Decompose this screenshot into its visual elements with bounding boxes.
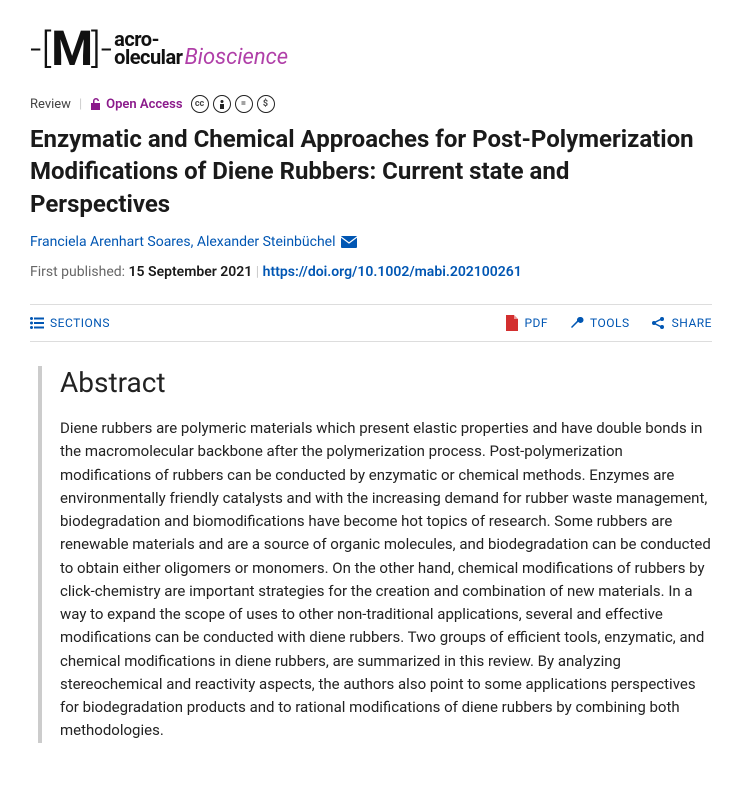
logo-bracket-right: ]- <box>91 25 112 72</box>
abstract-heading: Abstract <box>60 366 712 399</box>
authors-list: Franciela Arenhart Soares, Alexander Ste… <box>30 234 712 250</box>
nc-icon: $ <box>257 95 275 113</box>
meta-divider: | <box>256 264 263 280</box>
wrench-icon <box>568 315 584 331</box>
pdf-label: PDF <box>524 316 548 330</box>
cc-icon: cc <box>191 95 209 113</box>
share-button[interactable]: SHARE <box>650 315 712 331</box>
author-link[interactable]: Alexander Steinbüchel <box>197 234 336 250</box>
logo-letter-m: M <box>51 20 91 77</box>
pdf-button[interactable]: PDF <box>504 315 548 331</box>
tools-button[interactable]: TOOLS <box>568 315 630 331</box>
tools-label: TOOLS <box>590 316 630 330</box>
journal-logo: -[ M ]- acro- olecular Bioscience <box>30 20 712 77</box>
license-icons[interactable]: cc = $ <box>191 95 275 113</box>
open-access-label: Open Access <box>106 97 182 112</box>
article-toolbar: SECTIONS PDF TOOLS SHARE <box>30 304 712 342</box>
article-type: Review <box>30 97 71 112</box>
first-published-label: First published: <box>30 264 125 280</box>
publication-info: First published: 15 September 2021 | htt… <box>30 264 712 280</box>
lock-open-icon <box>90 97 102 111</box>
article-title: Enzymatic and Chemical Approaches for Po… <box>30 123 712 220</box>
mail-icon[interactable] <box>341 236 357 248</box>
list-icon <box>30 317 44 329</box>
share-label: SHARE <box>672 316 712 330</box>
pdf-icon <box>504 315 518 331</box>
first-published-date: 15 September 2021 <box>129 264 253 280</box>
logo-bracket-left: -[ <box>30 25 51 72</box>
abstract-text: Diene rubbers are polymeric materials wh… <box>60 417 712 743</box>
logo-line2: olecular <box>114 48 182 66</box>
share-icon <box>650 315 666 331</box>
logo-text-block: acro- olecular Bioscience <box>114 30 288 68</box>
article-meta-row: Review | Open Access cc = $ <box>30 95 712 113</box>
sections-label: SECTIONS <box>50 316 110 330</box>
by-icon <box>213 95 231 113</box>
author-link[interactable]: Franciela Arenhart Soares <box>30 234 191 250</box>
sections-button[interactable]: SECTIONS <box>30 316 110 330</box>
abstract-section: Abstract Diene rubbers are polymeric mat… <box>38 366 712 743</box>
open-access-badge[interactable]: Open Access <box>90 97 182 112</box>
doi-link[interactable]: https://doi.org/10.1002/mabi.202100261 <box>263 264 522 280</box>
nd-icon: = <box>235 95 253 113</box>
logo-accent: Bioscience <box>184 48 288 68</box>
meta-divider: | <box>79 97 82 112</box>
